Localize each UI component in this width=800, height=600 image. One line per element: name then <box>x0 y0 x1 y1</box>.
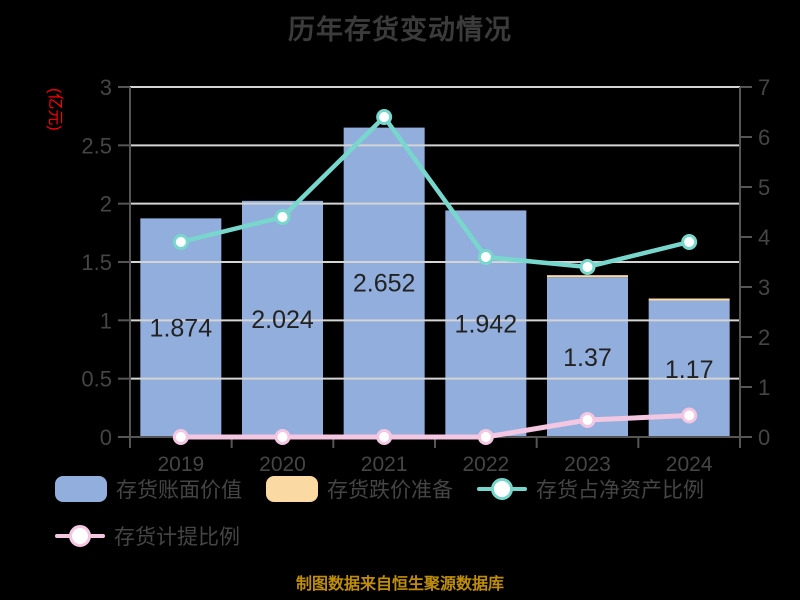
x-axis-category-label: 2024 <box>666 453 713 476</box>
y-axis-left-tick-label: 0.5 <box>81 367 112 392</box>
legend-label: 存货计提比例 <box>114 526 240 549</box>
bar-inventory-depreciation-reserve <box>547 275 628 278</box>
chart-title: 历年存货变动情况 <box>288 15 512 45</box>
y-axis-name: (亿元) <box>46 88 64 131</box>
line-marker <box>681 234 698 250</box>
bar-inventory-depreciation-reserve <box>648 298 730 301</box>
y-axis-left-tick-label: 0 <box>100 425 112 450</box>
legend-item-inventory-to-net-assets-ratio[interactable]: 存货占净资产比例 <box>477 474 704 504</box>
bar-value-label: 2.652 <box>353 269 416 297</box>
x-axis-category-label: 2019 <box>157 453 204 476</box>
y-axis-right-tick-label: 2 <box>758 325 770 350</box>
y-axis-right-tick-label: 6 <box>758 125 770 150</box>
legend-label: 存货占净资产比例 <box>536 479 704 502</box>
line-marker <box>274 209 291 225</box>
y-axis-right-tick-label: 4 <box>758 225 770 250</box>
data-source-note: 制图数据来自恒生聚源数据库 <box>295 576 504 593</box>
line-marker <box>579 259 596 275</box>
line-marker <box>172 234 189 250</box>
y-axis-right-tick-label: 3 <box>758 275 770 300</box>
bar-value-label: 2.024 <box>251 306 314 334</box>
bar-swatch-icon <box>266 476 318 502</box>
line-inventory-to-net-assets-ratio <box>178 114 692 270</box>
x-axis-category-label: 2021 <box>361 453 408 476</box>
line-marker <box>681 407 698 424</box>
legend-label: 存货跌价准备 <box>327 479 453 502</box>
line-marker <box>376 109 393 125</box>
bar-inventory-book-value <box>343 127 425 437</box>
y-axis-right-tick-label: 0 <box>758 425 770 450</box>
x-axis-category-label: 2020 <box>259 453 306 476</box>
y-axis-right-tick-label: 5 <box>758 175 770 200</box>
line-marker <box>477 429 494 445</box>
bar-value-label: 1.37 <box>563 344 612 372</box>
bar-inventory-book-value <box>242 200 323 437</box>
line-marker <box>172 429 189 445</box>
line-marker <box>579 412 596 428</box>
bar-inventory-book-value <box>445 210 527 437</box>
line-marker <box>477 249 494 265</box>
y-axis-left-tick-label: 1 <box>100 308 112 333</box>
bar-value-label: 1.17 <box>665 356 714 384</box>
line-inventory-provision-ratio <box>178 413 692 440</box>
bar-value-label: 1.942 <box>455 311 518 339</box>
legend-item-inventory-depreciation-reserve[interactable]: 存货跌价准备 <box>266 474 453 504</box>
x-axis-category-label: 2023 <box>564 453 611 476</box>
y-axis-right-tick-label: 1 <box>758 375 770 400</box>
bar-swatch-icon <box>55 476 107 502</box>
legend-item-inventory-book-value[interactable]: 存货账面价值 <box>55 474 242 504</box>
y-axis-left-tick-label: 1.5 <box>81 250 112 275</box>
y-axis-right-tick-label: 7 <box>758 75 770 100</box>
legend-item-inventory-provision-ratio[interactable]: 存货计提比例 <box>55 521 240 551</box>
y-axis-left-tick-label: 2 <box>100 192 112 217</box>
line-marker-icon <box>477 476 527 502</box>
legend-row-2: 存货计提比例 <box>55 521 795 551</box>
y-axis-left-tick-label: 3 <box>100 75 112 100</box>
bar-inventory-book-value <box>140 218 222 437</box>
bar-inventory-book-value <box>547 277 628 437</box>
legend-row-1: 存货账面价值 存货跌价准备 存货占净资产比例 <box>55 474 795 504</box>
line-marker-icon <box>55 523 105 549</box>
line-marker <box>274 429 291 445</box>
x-axis-category-label: 2022 <box>462 453 509 476</box>
legend-label: 存货账面价值 <box>116 479 242 502</box>
bar-value-label: 1.874 <box>150 315 213 343</box>
chart-legend: 存货账面价值 存货跌价准备 存货占净资产比例 存货计提比例 <box>55 474 795 568</box>
y-axis-left-tick-label: 2.5 <box>81 133 112 158</box>
line-marker <box>376 429 393 445</box>
